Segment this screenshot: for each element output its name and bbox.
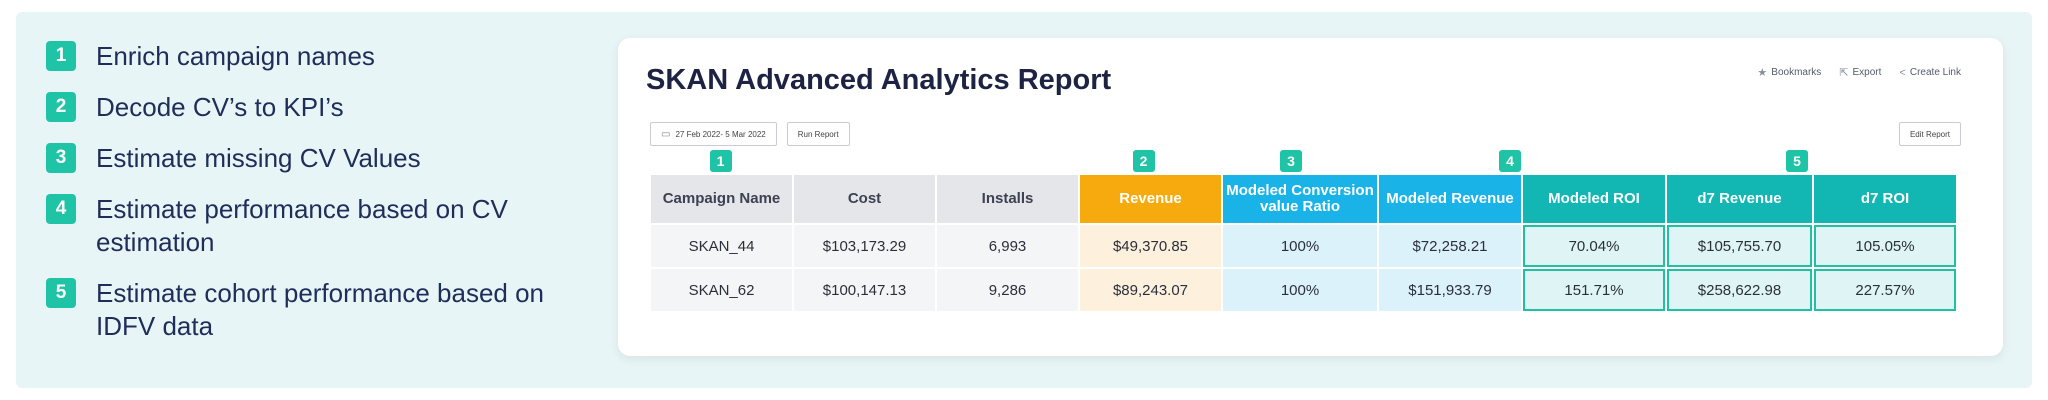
- bookmarks-label: Bookmarks: [1771, 67, 1822, 78]
- table-cell: SKAN_62: [651, 269, 792, 311]
- step-marker: 2: [1132, 150, 1155, 172]
- table-header-row: Campaign Name Cost Installs Revenue Mode…: [650, 174, 1971, 224]
- star-icon: ★: [1757, 67, 1768, 79]
- step-marker: 1: [709, 150, 732, 172]
- table-cell: 227.57%: [1814, 269, 1956, 311]
- step-item: 1 Enrich campaign names: [46, 40, 606, 73]
- step-number-badge: 1: [46, 41, 76, 71]
- report-toolbar: ▭ 27 Feb 2022- 5 Mar 2022 Run Report: [650, 122, 850, 146]
- table-cell: 100%: [1223, 225, 1377, 267]
- steps-list: 1 Enrich campaign names 2 Decode CV’s to…: [46, 40, 606, 361]
- slide-background: 1 Enrich campaign names 2 Decode CV’s to…: [16, 12, 2032, 388]
- export-label: Export: [1852, 67, 1882, 78]
- export-button[interactable]: ⇱ Export: [1839, 66, 1881, 79]
- column-header-modeled-revenue[interactable]: Modeled Revenue: [1379, 175, 1521, 223]
- step-text: Estimate cohort performance based on IDF…: [96, 278, 545, 341]
- column-header-modeled-cv-ratio[interactable]: Modeled Conversion value Ratio: [1223, 175, 1377, 223]
- column-header-campaign-name[interactable]: Campaign Name: [651, 175, 792, 223]
- table-row: SKAN_44 $103,173.29 6,993 $49,370.85 100…: [650, 224, 1971, 268]
- export-icon: ⇱: [1839, 67, 1849, 79]
- step-item: 5 Estimate cohort performance based on I…: [46, 277, 606, 343]
- table-cell: $258,622.98: [1667, 269, 1812, 311]
- create-link-button[interactable]: < Create Link: [1899, 66, 1961, 79]
- date-range-value: 27 Feb 2022- 5 Mar 2022: [675, 129, 766, 139]
- table-cell: $151,933.79: [1379, 269, 1521, 311]
- step-marker: 4: [1499, 150, 1521, 172]
- report-actions: ★ Bookmarks ⇱ Export < Create Link: [1757, 66, 1961, 80]
- column-header-revenue[interactable]: Revenue: [1080, 175, 1221, 223]
- table-cell: $103,173.29: [794, 225, 935, 267]
- step-item: 3 Estimate missing CV Values: [46, 142, 606, 175]
- report-card: SKAN Advanced Analytics Report ★ Bookmar…: [618, 38, 2003, 356]
- table-cell: 105.05%: [1814, 225, 1956, 267]
- table-cell: $72,258.21: [1379, 225, 1521, 267]
- calendar-icon: ▭: [661, 128, 671, 140]
- report-title: SKAN Advanced Analytics Report: [646, 64, 1112, 96]
- table-cell: $100,147.13: [794, 269, 935, 311]
- step-marker: 3: [1280, 150, 1302, 172]
- share-icon: <: [1899, 66, 1906, 79]
- step-number-badge: 4: [46, 194, 76, 224]
- step-text: Decode CV’s to KPI’s: [96, 92, 344, 122]
- column-header-modeled-roi[interactable]: Modeled ROI: [1523, 175, 1665, 223]
- step-number-badge: 2: [46, 92, 76, 122]
- step-markers-row: 1 2 3 4 5: [650, 150, 1971, 174]
- column-header-d7-revenue[interactable]: d7 Revenue: [1667, 175, 1812, 223]
- column-header-d7-roi[interactable]: d7 ROI: [1814, 175, 1956, 223]
- step-item: 2 Decode CV’s to KPI’s: [46, 91, 606, 124]
- table-cell: $105,755.70: [1667, 225, 1812, 267]
- step-marker: 5: [1786, 150, 1808, 172]
- bookmarks-button[interactable]: ★ Bookmarks: [1757, 66, 1821, 79]
- table-cell: 70.04%: [1523, 225, 1665, 267]
- step-number-badge: 5: [46, 278, 76, 308]
- step-text: Estimate missing CV Values: [96, 143, 421, 173]
- table-cell: $89,243.07: [1080, 269, 1221, 311]
- table-cell: 151.71%: [1523, 269, 1665, 311]
- step-text: Estimate performance based on CV estimat…: [96, 194, 508, 257]
- column-header-installs[interactable]: Installs: [937, 175, 1078, 223]
- step-item: 4 Estimate performance based on CV estim…: [46, 193, 606, 259]
- step-number-badge: 3: [46, 143, 76, 173]
- table-cell: 100%: [1223, 269, 1377, 311]
- create-link-label: Create Link: [1909, 67, 1961, 78]
- table-cell: $49,370.85: [1080, 225, 1221, 267]
- table-row: SKAN_62 $100,147.13 9,286 $89,243.07 100…: [650, 268, 1971, 312]
- step-text: Enrich campaign names: [96, 41, 375, 71]
- table-cell: SKAN_44: [651, 225, 792, 267]
- table-cell: 9,286: [937, 269, 1078, 311]
- run-report-button[interactable]: Run Report: [786, 122, 850, 146]
- column-header-cost[interactable]: Cost: [794, 175, 935, 223]
- analytics-table: 1 2 3 4 5 Campaign Name Cost Installs Re…: [650, 150, 1971, 312]
- edit-report-button[interactable]: Edit Report: [1898, 122, 1961, 146]
- date-range-picker[interactable]: ▭ 27 Feb 2022- 5 Mar 2022: [650, 122, 777, 146]
- table-cell: 6,993: [937, 225, 1078, 267]
